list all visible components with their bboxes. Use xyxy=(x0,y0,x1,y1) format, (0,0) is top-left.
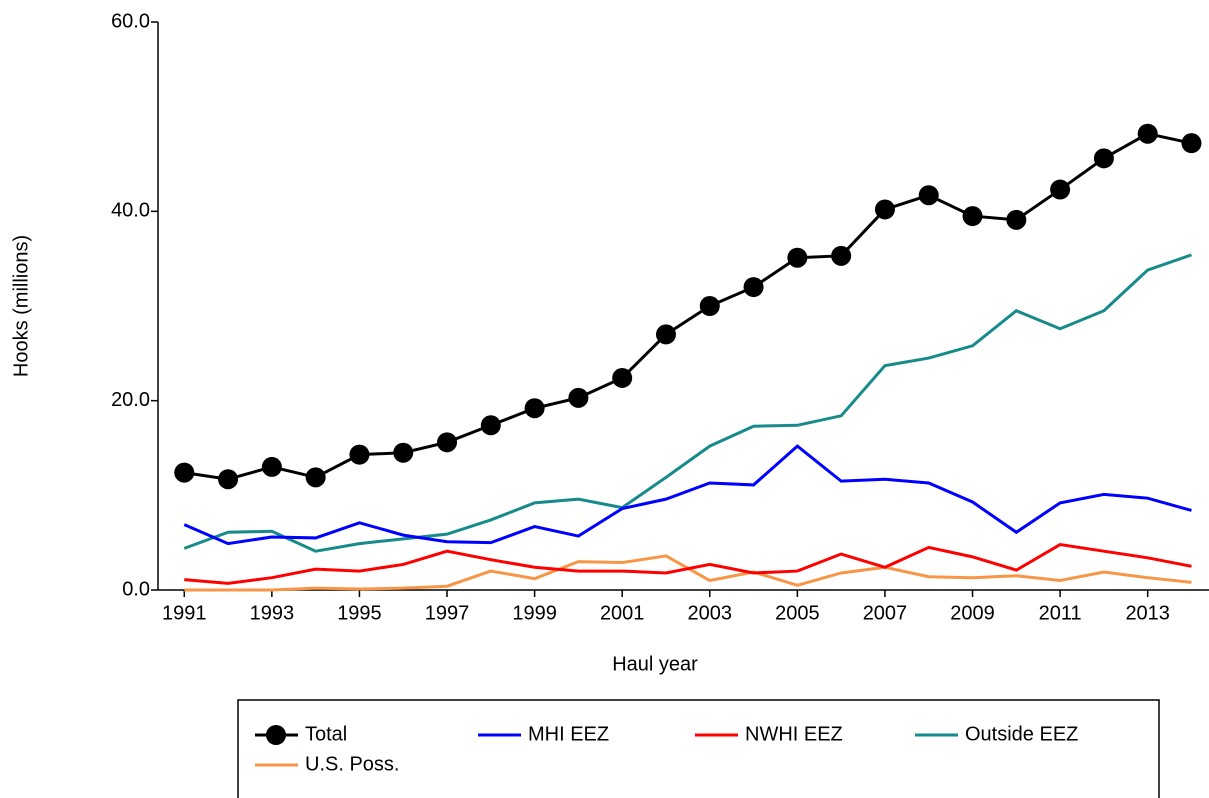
x-tick-label: 1997 xyxy=(425,602,470,624)
point xyxy=(393,442,414,463)
x-tick-label: 2003 xyxy=(688,602,733,624)
y-tick-label: 0.0 xyxy=(122,578,150,600)
point xyxy=(1137,123,1158,144)
point xyxy=(1006,209,1027,230)
point xyxy=(874,199,895,220)
point xyxy=(787,247,808,268)
point xyxy=(831,245,852,266)
x-tick-label: 2005 xyxy=(775,602,820,624)
point xyxy=(962,206,983,227)
y-tick-label: 60.0 xyxy=(111,10,150,32)
legend-box xyxy=(237,699,1160,798)
point xyxy=(480,415,501,436)
x-tick-label: 2009 xyxy=(950,602,995,624)
legend-label: U.S. Poss. xyxy=(305,753,399,775)
x-tick-label: 1991 xyxy=(162,602,207,624)
point xyxy=(699,296,720,316)
x-tick-label: 2001 xyxy=(600,602,645,624)
legend-marker xyxy=(266,725,286,745)
point xyxy=(218,469,239,490)
point xyxy=(568,387,589,408)
point xyxy=(1093,148,1114,169)
legend-label: Total xyxy=(305,723,347,745)
x-tick-label: 1993 xyxy=(250,602,295,624)
legend-label: Outside EEZ xyxy=(965,723,1078,745)
point xyxy=(918,185,939,206)
x-tick-label: 2007 xyxy=(863,602,908,624)
point xyxy=(743,277,764,298)
y-tick-label: 40.0 xyxy=(111,200,150,222)
point xyxy=(655,324,676,345)
y-tick-label: 20.0 xyxy=(111,389,150,411)
series-line xyxy=(184,554,1192,592)
series-line xyxy=(183,253,1192,553)
x-tick-label: 1995 xyxy=(337,602,382,624)
x-tick-label: 2013 xyxy=(1125,602,1170,624)
point xyxy=(1181,133,1202,154)
x-axis-label: Haul year xyxy=(612,653,698,675)
point xyxy=(349,444,370,465)
series-line xyxy=(184,542,1192,585)
point xyxy=(437,432,458,453)
point xyxy=(305,467,326,488)
x-tick-label: 2011 xyxy=(1039,602,1082,624)
point xyxy=(524,398,545,419)
series-line xyxy=(184,132,1192,481)
legend-label: MHI EEZ xyxy=(528,723,609,745)
series-line xyxy=(183,444,1192,546)
point xyxy=(261,456,282,477)
x-tick-label: 1999 xyxy=(512,602,557,624)
y-axis-label: Hooks (millions) xyxy=(10,235,32,377)
point xyxy=(1050,179,1071,200)
point xyxy=(174,462,195,483)
legend-label: NWHI EEZ xyxy=(745,723,843,745)
point xyxy=(612,367,633,388)
